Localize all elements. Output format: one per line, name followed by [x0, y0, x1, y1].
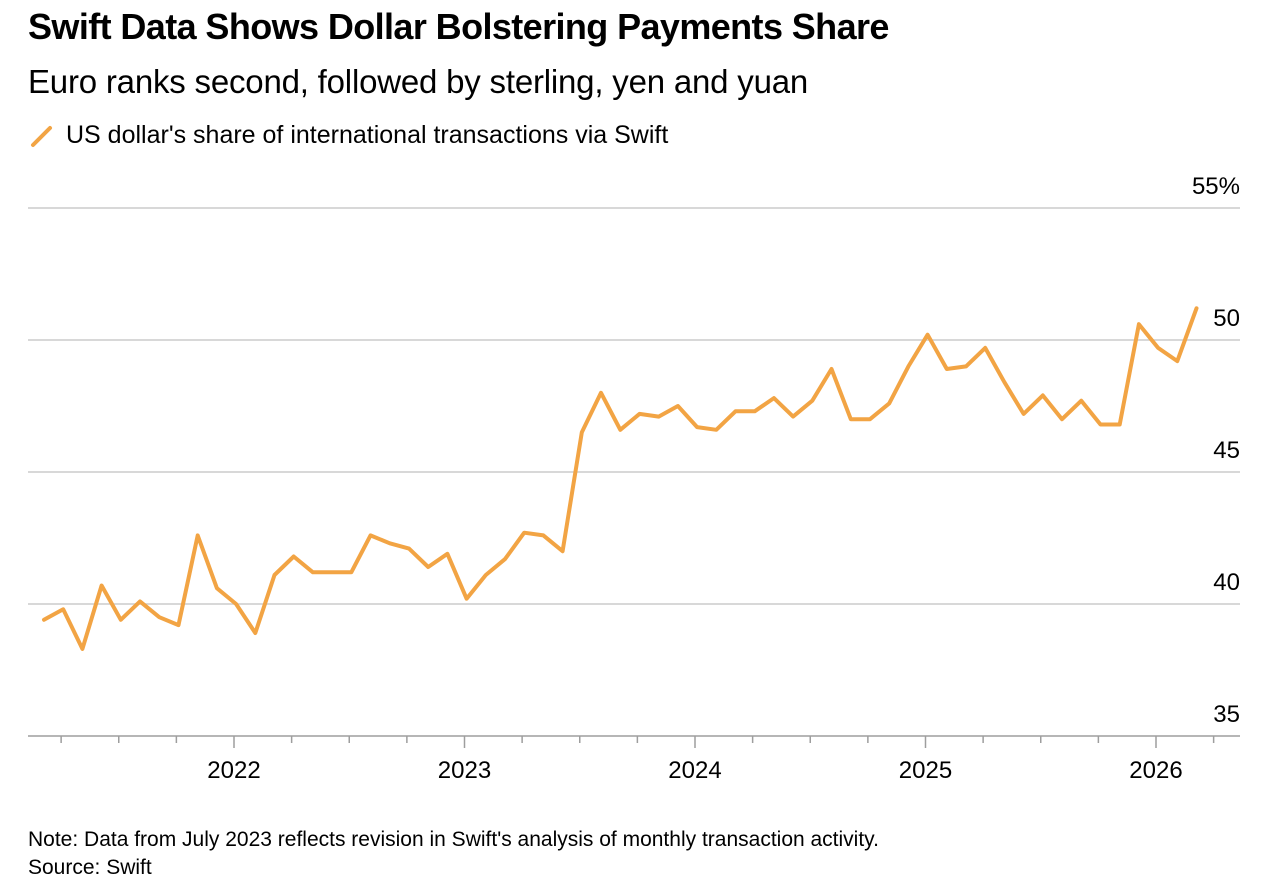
x-tick-label-2022: 2022	[207, 757, 260, 784]
x-axis: 2022 2023 2024 2025 2026	[28, 735, 1240, 784]
x-tick-label-2024: 2024	[668, 757, 721, 784]
x-tick-label-2025: 2025	[899, 757, 952, 784]
legend-label: US dollar's share of international trans…	[66, 120, 669, 149]
chart-subtitle: Euro ranks second, followed by sterling,…	[28, 63, 809, 100]
chart-title: Swift Data Shows Dollar Bolstering Payme…	[28, 6, 889, 47]
y-tick-label: 40	[1213, 569, 1240, 596]
series-layer	[42, 306, 1199, 651]
series-line-usd-share	[42, 306, 1199, 651]
x-tick-label-2023: 2023	[438, 757, 491, 784]
y-tick-label: 50	[1213, 305, 1240, 332]
grid-lines	[28, 207, 1240, 605]
footnote-note: Note: Data from July 2023 reflects revis…	[28, 828, 879, 851]
y-tick-label: 45	[1213, 437, 1240, 464]
footnote-source: Source: Swift	[28, 856, 152, 879]
diagonal-line-swatch-icon	[31, 126, 52, 147]
y-tick-label: 35	[1213, 701, 1240, 728]
y-axis-labels: 35 40 45 50 55%	[1192, 173, 1240, 728]
y-tick-label: 55%	[1192, 173, 1240, 200]
x-tick-label-2026: 2026	[1129, 757, 1182, 784]
legend: US dollar's share of international trans…	[28, 117, 668, 153]
